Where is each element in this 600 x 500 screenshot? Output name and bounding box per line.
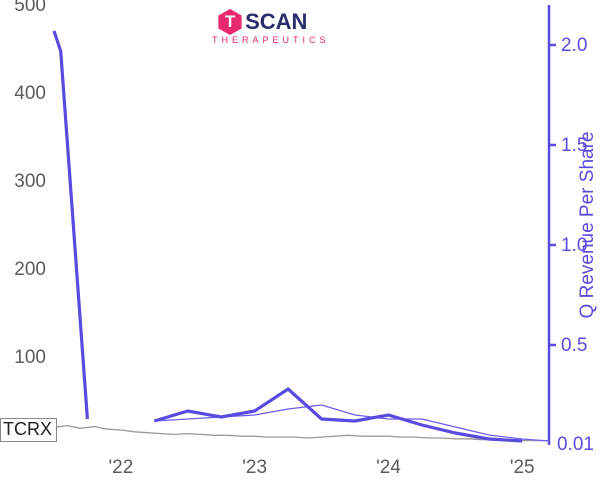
- logo-scan-text: SCAN: [245, 9, 307, 35]
- ticker-label: TCRX: [0, 418, 57, 442]
- left-axis-tick: 300: [14, 171, 46, 192]
- right-axis-tick: 2.0: [561, 35, 587, 56]
- left-axis-tick: 100: [14, 347, 46, 368]
- chart-svg: 100200300400500'22'23'24'250.51.01.52.00…: [0, 0, 600, 500]
- logo-main: T SCAN: [194, 8, 330, 36]
- logo-subtitle: THERAPEUTICS: [212, 35, 330, 45]
- left-axis-tick: 200: [14, 259, 46, 280]
- x-axis-tick: '23: [242, 457, 267, 478]
- right-axis-bottom-label: 0.01: [557, 434, 594, 455]
- company-logo: T SCAN THERAPEUTICS: [194, 8, 330, 45]
- left-axis-tick: 400: [14, 83, 46, 104]
- x-axis-tick: '24: [376, 457, 401, 478]
- x-axis-tick: '22: [109, 457, 134, 478]
- ticker-text: TCRX: [3, 419, 52, 439]
- revenue-series-line: [154, 389, 522, 441]
- chart-container: 100200300400500'22'23'24'250.51.01.52.00…: [0, 0, 600, 500]
- right-axis-title: Q Revenue Per Share: [577, 132, 598, 319]
- price-series-line: [54, 426, 549, 441]
- logo-t-letter: T: [225, 12, 235, 32]
- revenue-series-line: [54, 31, 87, 419]
- logo-hex-icon: T: [216, 8, 244, 36]
- left-axis-tick: 500: [14, 0, 46, 16]
- right-axis-tick: 0.5: [561, 335, 587, 356]
- x-axis-tick: '25: [510, 457, 535, 478]
